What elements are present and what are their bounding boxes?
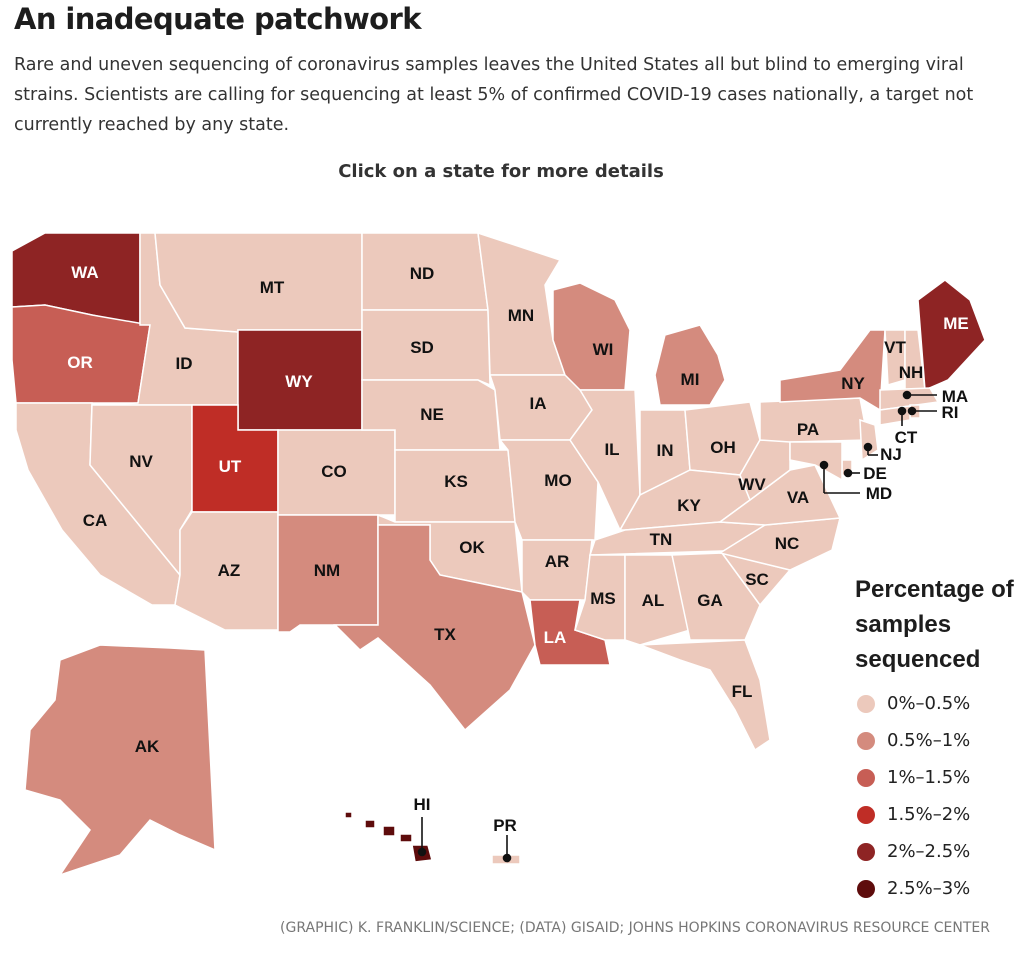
label-ny: NY xyxy=(841,374,865,393)
label-hi: HI xyxy=(414,795,431,814)
legend-swatch xyxy=(857,842,875,861)
label-ma: MA xyxy=(942,387,968,406)
state-la[interactable] xyxy=(529,599,611,666)
label-oh: OH xyxy=(710,438,736,457)
label-ia: IA xyxy=(530,394,547,413)
label-wi: WI xyxy=(593,340,614,359)
legend-swatch xyxy=(857,694,875,713)
label-ms: MS xyxy=(590,589,616,608)
label-de: DE xyxy=(863,464,887,483)
label-ks: KS xyxy=(444,472,468,491)
state-nc[interactable] xyxy=(718,517,841,571)
label-vt: VT xyxy=(884,338,906,357)
label-la: LA xyxy=(544,628,567,647)
legend-label: 2.5%–3% xyxy=(887,878,971,899)
label-me: ME xyxy=(943,314,969,333)
label-nv: NV xyxy=(129,452,153,471)
label-in: IN xyxy=(657,441,674,460)
label-sc: SC xyxy=(745,570,769,589)
state-me[interactable] xyxy=(917,279,986,392)
credit-line: (GRAPHIC) K. FRANKLIN/SCIENCE; (DATA) GI… xyxy=(280,920,990,936)
state-mi[interactable] xyxy=(654,324,726,406)
label-va: VA xyxy=(787,488,809,507)
label-co: CO xyxy=(321,462,347,481)
legend-item: 0.5%–1% xyxy=(855,722,1020,759)
label-tn: TN xyxy=(650,530,673,549)
state-nj[interactable] xyxy=(859,418,879,462)
state-shapes xyxy=(11,231,986,877)
label-nm: NM xyxy=(314,561,340,580)
state-labels: WA OR CA ID NV MT WY UT AZ CO NM ND SD N… xyxy=(67,263,969,835)
state-al[interactable] xyxy=(624,554,691,646)
state-ma[interactable] xyxy=(879,387,940,411)
state-mt[interactable] xyxy=(154,232,363,333)
label-mi: MI xyxy=(681,370,700,389)
label-sd: SD xyxy=(410,338,434,357)
state-md[interactable] xyxy=(789,441,843,482)
legend-item: 2.5%–3% xyxy=(855,870,1020,907)
label-ar: AR xyxy=(545,552,570,571)
page-title: An inadequate patchwork xyxy=(14,2,422,36)
legend-title: Percentage of samples sequenced xyxy=(855,576,1014,673)
label-id: ID xyxy=(176,354,193,373)
label-or: OR xyxy=(67,353,93,372)
label-nc: NC xyxy=(775,534,800,553)
subtitle: Rare and uneven sequencing of coronaviru… xyxy=(14,55,974,135)
label-ct: CT xyxy=(895,428,918,447)
legend-label: 1.5%–2% xyxy=(887,804,971,825)
label-ak: AK xyxy=(135,737,160,756)
state-ny[interactable] xyxy=(779,329,886,412)
state-ak[interactable] xyxy=(24,644,216,877)
label-fl: FL xyxy=(732,682,753,701)
label-nd: ND xyxy=(410,264,435,283)
label-nh: NH xyxy=(899,363,924,382)
legend-label: 2%–2.5% xyxy=(887,841,971,862)
label-nj: NJ xyxy=(880,445,902,464)
label-wy: WY xyxy=(285,372,313,391)
label-ca: CA xyxy=(83,511,108,530)
label-az: AZ xyxy=(218,561,241,580)
state-il[interactable] xyxy=(569,389,641,532)
legend-item: 0%–0.5% xyxy=(855,685,1020,722)
label-ne: NE xyxy=(420,405,444,424)
label-mt: MT xyxy=(260,278,285,297)
label-mn: MN xyxy=(508,306,534,325)
legend-label: 0%–0.5% xyxy=(887,693,971,714)
state-sd[interactable] xyxy=(361,309,491,387)
legend-item: 2%–2.5% xyxy=(855,833,1020,870)
legend-label: 1%–1.5% xyxy=(887,767,971,788)
label-il: IL xyxy=(604,440,619,459)
label-ri: RI xyxy=(942,403,959,422)
legend-swatch xyxy=(857,768,875,787)
legend-item: 1%–1.5% xyxy=(855,759,1020,796)
label-pa: PA xyxy=(797,420,819,439)
label-mo: MO xyxy=(544,471,571,490)
legend-swatch xyxy=(857,805,875,824)
label-ut: UT xyxy=(219,457,242,476)
label-wv: WV xyxy=(738,475,766,494)
legend-swatch xyxy=(857,731,875,750)
label-ga: GA xyxy=(697,591,723,610)
label-ok: OK xyxy=(459,538,485,557)
state-wi[interactable] xyxy=(552,282,631,391)
label-tx: TX xyxy=(434,625,456,644)
label-wa: WA xyxy=(71,263,98,282)
legend-item: 1.5%–2% xyxy=(855,796,1020,833)
state-ga[interactable] xyxy=(671,552,761,641)
label-md: MD xyxy=(866,484,892,503)
label-al: AL xyxy=(642,591,665,610)
instruction-text: Click on a state for more details xyxy=(338,161,664,182)
label-ky: KY xyxy=(677,496,701,515)
label-pr: PR xyxy=(493,816,517,835)
leader-lines xyxy=(417,390,937,863)
legend: Percentage of samples sequenced 0%–0.5% … xyxy=(855,572,1020,907)
state-fl[interactable] xyxy=(639,639,771,752)
legend-swatch xyxy=(857,879,875,898)
state-tx[interactable] xyxy=(333,524,536,732)
state-mn[interactable] xyxy=(477,231,567,376)
legend-label: 0.5%–1% xyxy=(887,730,971,751)
